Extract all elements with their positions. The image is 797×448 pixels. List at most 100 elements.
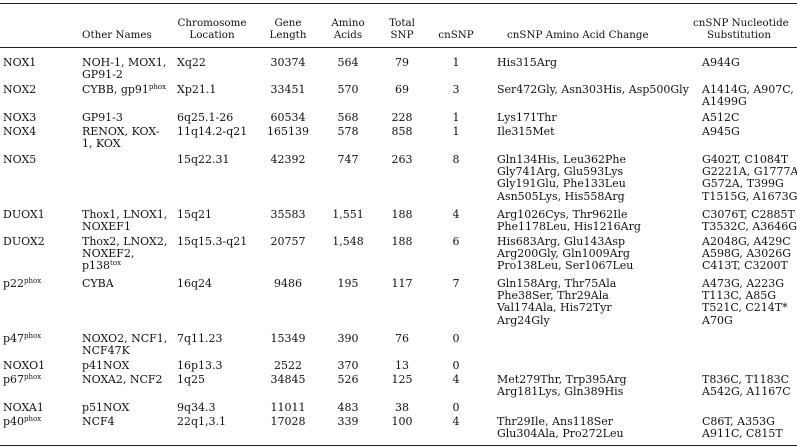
- cnsnp-count: 0: [452, 401, 460, 414]
- total-snp: 125: [391, 373, 413, 386]
- total-snp: 188: [391, 208, 413, 221]
- gene-length: 34845: [270, 373, 306, 386]
- total-snp: 38: [395, 401, 409, 414]
- gene-name-text: NOX3: [3, 111, 37, 124]
- gene-name: NOX5: [3, 153, 36, 166]
- nt-substitution-line: C3076T, C2885T: [702, 208, 795, 221]
- cnsnp-count: 0: [452, 332, 460, 345]
- chromosome-location: 15q15.3-q21: [177, 235, 248, 248]
- header-aa-change: cnSNP Amino Acid Change: [507, 29, 649, 41]
- other-names: RENOX, KOX- 1, KOX: [82, 125, 160, 151]
- other-names-text: 1, KOX: [82, 137, 121, 151]
- total-snp: 13: [395, 359, 409, 372]
- other-names-text: Thox1, LNOX1,: [82, 208, 168, 221]
- chromosome-location: 15q22.31: [177, 153, 230, 166]
- nt-substitution-line: A473G, A223G: [702, 277, 785, 290]
- chromosome-location: 11q14.2-q21: [177, 125, 248, 138]
- header-gene-line2: Length: [269, 29, 307, 41]
- other-names-text: NOXEF2,: [82, 247, 135, 261]
- other-names: Thox2, LNOX2, NOXEF2, p138tox: [82, 235, 168, 273]
- amino-acids: 564: [337, 56, 359, 69]
- amino-acids: 195: [337, 277, 359, 290]
- aa-change-line: Pro138Leu, Ser1067Leu: [497, 259, 634, 273]
- nt-substitution-line: A911C, C815T: [702, 427, 783, 441]
- nt-substitution-line: A598G, A3026G: [702, 247, 792, 261]
- header-nt-line1: cnSNP Nucleotide: [693, 17, 789, 29]
- other-names-text: Thox2, LNOX2,: [82, 235, 168, 248]
- nt-substitution-line: T521C, C214T*: [702, 301, 788, 315]
- other-names-text: CYBB, gp91: [82, 83, 149, 96]
- other-names-line: Thox2, LNOX2,: [82, 235, 168, 248]
- gene-name-text: p67: [3, 373, 25, 386]
- cnsnp-count: 1: [452, 125, 460, 138]
- header-gene-length: Gene Length: [266, 17, 310, 41]
- aa-change: Gln134His, Leu362Phe Gly741Arg, Glu593Lys…: [497, 153, 627, 203]
- nt-substitution: C3076T, C2885T T3532C, A3646G: [702, 208, 797, 233]
- gene-name: p47phox: [3, 332, 41, 345]
- header-amino-acids: Amino Acids: [328, 17, 368, 41]
- header-amino-line1: Amino: [331, 17, 365, 29]
- nt-substitution-line: G2221A, G1777A: [702, 165, 797, 179]
- cnsnp-count: 1: [452, 111, 460, 124]
- amino-acids: 526: [337, 373, 359, 386]
- amino-acids: 483: [337, 401, 359, 414]
- aa-change: Ile315Met: [497, 125, 555, 138]
- total-snp: 263: [391, 153, 413, 166]
- gene-length: 30374: [270, 56, 306, 69]
- aa-change: Lys171Thr: [497, 111, 557, 124]
- gene-name: NOXA1: [3, 401, 44, 414]
- chromosome-location: 1q25: [177, 373, 206, 386]
- nt-substitution-line: C86T, A353G: [702, 415, 775, 428]
- nt-substitution-line: A1499G: [702, 95, 747, 109]
- nt-substitution: A2048G, A429C A598G, A3026G C413T, C3200T: [702, 235, 792, 273]
- header-total-snp: Total SNP: [383, 17, 421, 41]
- gene-length: 35583: [270, 208, 306, 221]
- amino-acids: 570: [337, 83, 359, 96]
- header-cnsnp: cnSNP: [438, 29, 474, 41]
- aa-change: Thr29Ile, Ans118Ser Glu304Ala, Pro272Leu: [497, 415, 624, 440]
- aa-change-line: Phe1178Leu, His1216Arg: [497, 220, 641, 234]
- gene-length: 15349: [270, 332, 306, 345]
- gene-name: DUOX1: [3, 208, 45, 221]
- other-names-line: Thox1, LNOX1,: [82, 208, 168, 221]
- other-names: CYBB, gp91phox: [82, 83, 166, 96]
- gene-name-text: NOX4: [3, 125, 37, 138]
- amino-acids: 1,551: [332, 208, 364, 221]
- header-nt-line2: Substitution: [706, 29, 772, 41]
- cnsnp-count: 8: [452, 153, 460, 166]
- other-names-line: p51NOX: [82, 401, 129, 414]
- other-names: NOH-1, MOX1, GP91-2: [82, 56, 166, 81]
- aa-change-line: Gln134His, Leu362Phe: [497, 153, 627, 166]
- amino-acids: 370: [337, 359, 359, 372]
- other-names-line: NOXO2, NCF1,: [82, 332, 167, 345]
- other-names-text: RENOX, KOX-: [82, 125, 160, 138]
- gene-name: DUOX2: [3, 235, 45, 248]
- other-names: p51NOX: [82, 401, 129, 414]
- gene-length: 9486: [274, 277, 302, 290]
- header-nt-sub: cnSNP Nucleotide Substitution: [693, 17, 789, 41]
- aa-change: His683Arg, Glu143Asp Arg200Gly, Gln1009Ar…: [497, 235, 634, 273]
- cnsnp-count: 6: [452, 235, 460, 248]
- gene-name: NOX3: [3, 111, 37, 124]
- gene-name-text: DUOX2: [3, 235, 45, 248]
- gene-name: p22phox: [3, 277, 41, 290]
- aa-change-line: Asn505Lys, His558Arg: [497, 189, 625, 203]
- chromosome-location: 6q25.1-26: [177, 111, 234, 124]
- cnsnp-count: 3: [452, 83, 460, 96]
- other-names-line: CYBA: [82, 277, 114, 290]
- gene-length: 2522: [274, 359, 302, 372]
- gene-name-text: NOX2: [3, 83, 37, 96]
- gene-name: NOXO1: [3, 359, 45, 372]
- gene-length: 165139: [267, 125, 309, 138]
- other-names-line: NCF4: [82, 415, 115, 428]
- other-names: NOXO2, NCF1, NCF47K: [82, 332, 167, 357]
- gene-name: NOX4: [3, 125, 37, 138]
- gene-name-superscript: phox: [24, 415, 42, 423]
- chromosome-location: 16p13.3: [177, 359, 223, 372]
- header-gene-line1: Gene: [274, 17, 302, 29]
- aa-change-line: His315Arg: [497, 56, 557, 69]
- amino-acids: 339: [337, 415, 359, 428]
- other-names-line: CYBB, gp91phox: [82, 83, 166, 96]
- cnsnp-count: 7: [452, 277, 460, 290]
- aa-change-line: Phe38Ser, Thr29Ala: [497, 289, 609, 303]
